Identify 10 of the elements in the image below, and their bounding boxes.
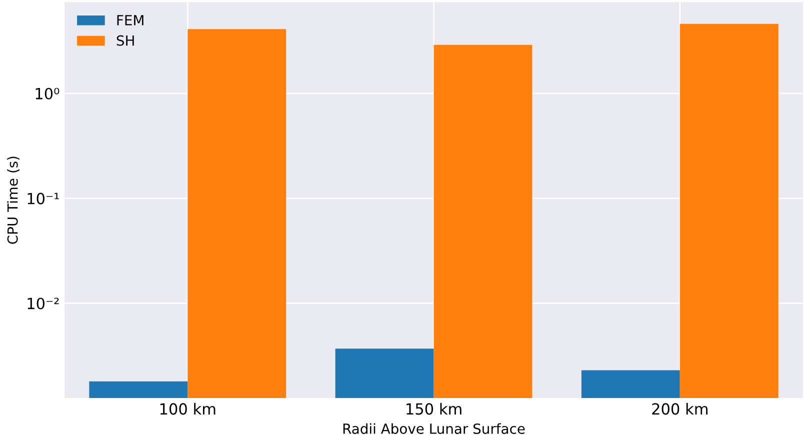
x-tick-label: 150 km [406,402,462,415]
y-tick-label: 10⁻¹ [28,192,59,204]
legend-label: FEM [117,15,144,26]
x-tick-label: 200 km [652,402,708,415]
y-tick-label: 10⁻² [28,298,59,310]
y-axis-title: CPU Time (s) [7,156,20,244]
x-tick-label: 100 km [160,402,216,415]
y-tick-label: 10⁰ [36,88,60,100]
x-axis-title: Radii Above Lunar Surface [343,423,525,434]
legend-label: SH [116,35,134,46]
